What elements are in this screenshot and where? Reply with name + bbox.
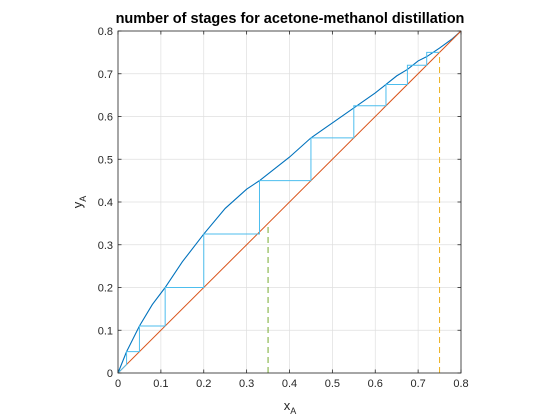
- x-tick-label: 0.2: [196, 378, 211, 390]
- y-tick-label: 0.8: [98, 26, 113, 38]
- x-tick-label: 0.5: [325, 378, 340, 390]
- y-tick-label: 0.2: [98, 283, 113, 295]
- y-axis-label: yA: [70, 196, 88, 209]
- y-tick-label: 0.1: [98, 325, 113, 337]
- x-tick-label: 0.3: [239, 378, 254, 390]
- chart-title: number of stages for acetone-methanol di…: [116, 11, 465, 27]
- x-tick-label: 0.4: [282, 378, 297, 390]
- stage-steps-line: [117, 51, 440, 374]
- y-tick-label: 0.7: [98, 69, 113, 81]
- y-tick-label: 0.4: [98, 197, 113, 209]
- x-tick-label: 0.7: [410, 378, 425, 390]
- x-axis-label: xA: [284, 398, 297, 416]
- x-tick-label: 0.1: [153, 378, 168, 390]
- diagonal-line-line: [117, 30, 462, 374]
- x-tick-label: 0: [115, 378, 121, 390]
- x-tick-label: 0.8: [453, 378, 468, 390]
- x-tick-label: 0.6: [368, 378, 383, 390]
- y-tick-label: 0.6: [98, 112, 113, 124]
- y-tick-label: 0: [107, 368, 113, 380]
- ticks-layer: 0 0.1 0.2 0.3 0.4 0.5 0.6 0.7 0.8 0 0.1 0.2 0.3 0.4 0.…: [98, 26, 469, 390]
- y-tick-label: 0.3: [98, 240, 113, 252]
- series-layer: [117, 30, 462, 374]
- y-tick-label: 0.5: [98, 154, 113, 166]
